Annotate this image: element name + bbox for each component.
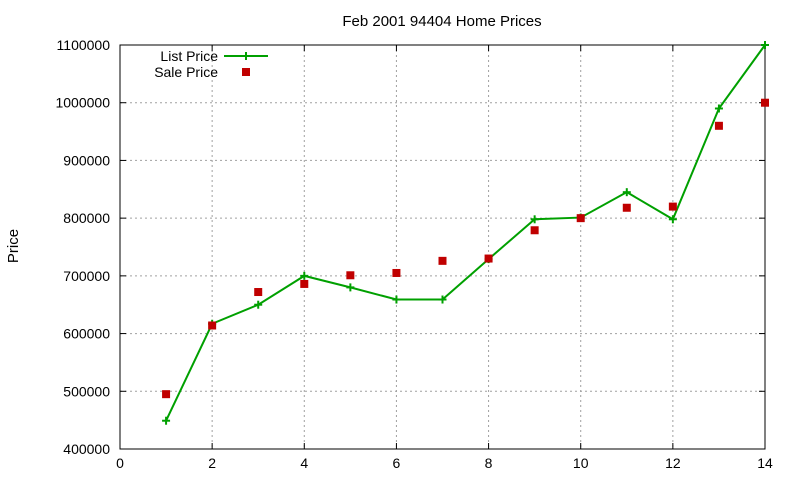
x-tick-label: 10 — [573, 455, 589, 471]
legend-marker — [242, 52, 250, 60]
series-list-price — [162, 41, 769, 425]
plot-frame — [119, 44, 766, 450]
data-point — [714, 121, 723, 130]
data-point — [438, 295, 447, 304]
series-sale-price — [162, 98, 769, 399]
x-tick-label: 4 — [300, 455, 308, 471]
data-point — [484, 254, 493, 263]
legend-label: List Price — [160, 48, 218, 64]
data-point — [622, 188, 631, 197]
data-point — [162, 416, 171, 425]
legend-label: Sale Price — [154, 64, 218, 80]
y-tick-label: 800000 — [63, 210, 110, 226]
data-point — [254, 300, 263, 309]
data-point — [438, 256, 447, 265]
data-point — [530, 226, 539, 235]
x-tick-label: 12 — [665, 455, 681, 471]
x-tick-label: 8 — [485, 455, 493, 471]
legend-item: List Price — [160, 48, 268, 64]
y-tick-label: 700000 — [63, 268, 110, 284]
data-point — [668, 202, 677, 211]
data-point — [761, 41, 769, 49]
legend-marker — [242, 68, 250, 76]
data-point — [530, 215, 539, 224]
data-point — [254, 288, 263, 297]
axes: 0 2 4 6 8 10 12 14 400000 500000 600000 700000 80000… — [55, 37, 773, 471]
data-point — [714, 104, 723, 113]
data-point — [761, 98, 769, 107]
data-point — [392, 295, 401, 304]
x-tick-label: 0 — [116, 455, 124, 471]
data-point — [392, 268, 401, 277]
chart-title: Feb 2001 94404 Home Prices — [342, 13, 541, 30]
data-point — [346, 271, 355, 280]
x-tick-label: 14 — [757, 455, 773, 471]
y-tick-label: 400000 — [63, 441, 110, 457]
y-tick-label: 600000 — [63, 326, 110, 342]
y-tick-label: 1000000 — [55, 95, 110, 111]
y-tick-label: 500000 — [63, 383, 110, 399]
grid — [120, 45, 765, 449]
data-point — [208, 321, 217, 330]
data-point — [300, 271, 309, 280]
x-tick-label: 2 — [208, 455, 216, 471]
data-point — [622, 203, 631, 212]
series — [162, 41, 769, 425]
y-axis-label: Price — [5, 229, 22, 263]
x-tick-label: 6 — [393, 455, 401, 471]
data-point — [300, 279, 309, 288]
data-point — [668, 215, 677, 224]
series-line — [165, 44, 766, 422]
data-point — [162, 390, 171, 399]
y-tick-label: 1100000 — [57, 37, 111, 53]
y-tick-label: 900000 — [63, 152, 110, 168]
data-point — [576, 214, 585, 223]
data-point — [346, 283, 355, 292]
legend-item: Sale Price — [154, 64, 250, 80]
